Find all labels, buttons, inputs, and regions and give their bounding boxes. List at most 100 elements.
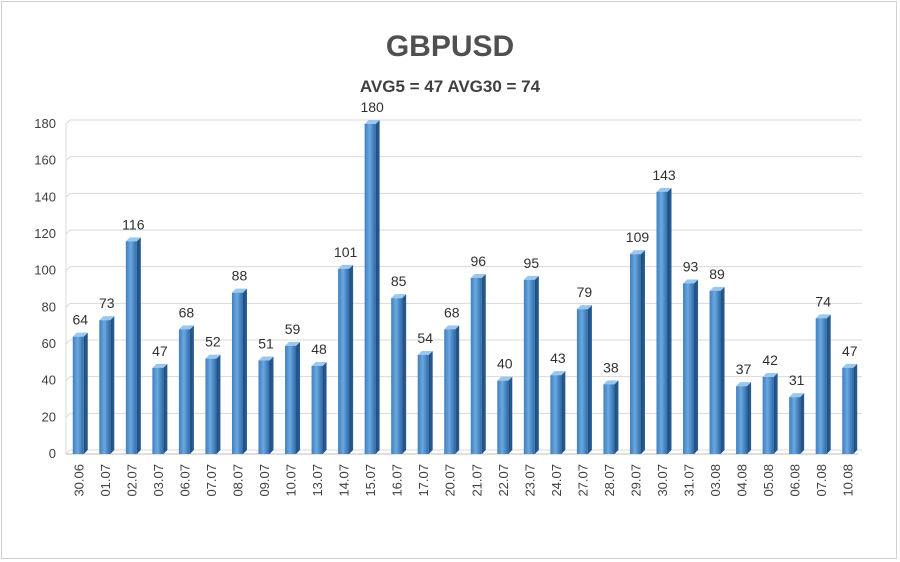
bar-side: [163, 363, 168, 454]
y-tick-label: 40: [42, 373, 56, 388]
gridline-depth: [65, 266, 71, 272]
x-tick-labels: 30.06 01.07 02.07 03.07 06.07 07.07 08.07 09.07…: [71, 464, 855, 497]
bar-top: [311, 362, 327, 366]
y-tick-label: 160: [34, 153, 56, 168]
bar-side: [508, 376, 513, 454]
bar: [683, 279, 699, 454]
x-tick-label: 01.07: [98, 464, 113, 497]
value-label: 89: [709, 266, 725, 282]
bar-front: [736, 386, 748, 454]
x-tick-label: 03.08: [708, 464, 723, 497]
bar-front: [762, 377, 774, 454]
bar-front: [470, 278, 482, 454]
bar-top: [497, 376, 513, 381]
gridlines: [65, 119, 862, 455]
x-tick-label: 30.06: [71, 464, 86, 497]
bar-front: [99, 320, 111, 454]
bar-top: [815, 314, 831, 319]
bar-side: [747, 382, 752, 454]
x-tick-label: 06.08: [788, 464, 803, 497]
bar: [842, 363, 858, 454]
bar-front: [178, 329, 190, 454]
bar-front: [656, 191, 668, 455]
bar-top: [338, 264, 354, 269]
bar-side: [269, 356, 274, 454]
x-tick-label: 02.07: [124, 464, 139, 497]
bar-side: [322, 362, 327, 454]
y-tick-label: 120: [34, 226, 56, 241]
bar: [576, 305, 592, 454]
bar-top: [629, 250, 645, 255]
bar-top: [364, 120, 380, 124]
bar: [762, 373, 778, 454]
bar-side: [349, 264, 354, 454]
x-tick-label: 30.07: [655, 464, 670, 497]
bar: [656, 187, 672, 455]
y-tick-label: 20: [42, 409, 56, 424]
x-tick-label: 14.07: [337, 464, 352, 497]
x-tick-label: 22.07: [496, 464, 511, 497]
gridline-depth: [65, 156, 71, 162]
bar-side: [640, 250, 645, 454]
bar-top: [417, 351, 433, 355]
bar: [550, 371, 566, 454]
gridline-depth: [65, 376, 71, 382]
x-tick-label: 23.07: [522, 464, 537, 497]
bar-top: [842, 363, 858, 368]
x-tick-label: 27.07: [575, 464, 590, 497]
bar-front: [497, 380, 509, 454]
x-tick-label: 10.08: [841, 464, 856, 497]
bar: [815, 314, 831, 454]
bar-side: [773, 373, 778, 454]
x-tick-label: 29.07: [628, 464, 643, 497]
bars: [72, 120, 858, 455]
bar: [391, 294, 407, 454]
bar-top: [231, 288, 247, 293]
value-label: 47: [152, 343, 168, 359]
bar-side: [455, 325, 460, 454]
bar-top: [523, 275, 539, 280]
bar-top: [683, 279, 699, 284]
bar-front: [523, 279, 535, 454]
y-tick-label: 0: [49, 446, 56, 461]
bar-top: [205, 354, 221, 359]
bar-side: [402, 294, 407, 454]
x-tick-label: 08.07: [230, 464, 245, 497]
gridline-depth: [65, 192, 71, 198]
x-tick-label: 05.08: [761, 464, 776, 497]
x-tick-label: 03.07: [151, 464, 166, 497]
bar-top: [391, 294, 407, 299]
y-tick-label: 80: [42, 299, 56, 314]
bar-front: [338, 268, 350, 454]
bar-front: [550, 375, 562, 454]
bar-top: [736, 382, 752, 387]
bar: [603, 380, 619, 454]
bar-side: [242, 288, 247, 454]
value-label: 88: [232, 268, 248, 284]
bar: [178, 325, 194, 454]
bar-top: [99, 316, 115, 321]
value-labels: 64 73 116 47 68 52 88 51 59 48 101 180 85 54 68 96 40 95 4…: [72, 99, 857, 388]
bar-side: [853, 363, 858, 454]
y-tick-label: 140: [34, 189, 56, 204]
value-label: 74: [815, 293, 831, 309]
bar-top: [285, 341, 301, 346]
y-tick-label: 180: [34, 116, 56, 131]
bar: [285, 341, 301, 454]
bar: [205, 354, 221, 454]
bar-top: [603, 380, 619, 385]
x-tick-label: 21.07: [469, 464, 484, 497]
gridline-depth: [65, 229, 71, 235]
bar: [417, 351, 433, 454]
chart-subtitle: AVG5 = 47 AVG30 = 74: [359, 77, 541, 96]
bar: [258, 356, 274, 454]
value-label: 42: [762, 352, 778, 368]
value-label: 143: [652, 167, 676, 183]
bar-top: [72, 332, 88, 337]
x-tick-label: 06.07: [177, 464, 192, 497]
bar-top: [152, 363, 168, 368]
bar-top: [470, 274, 486, 278]
bar: [311, 362, 327, 454]
x-tick-label: 24.07: [549, 464, 564, 497]
